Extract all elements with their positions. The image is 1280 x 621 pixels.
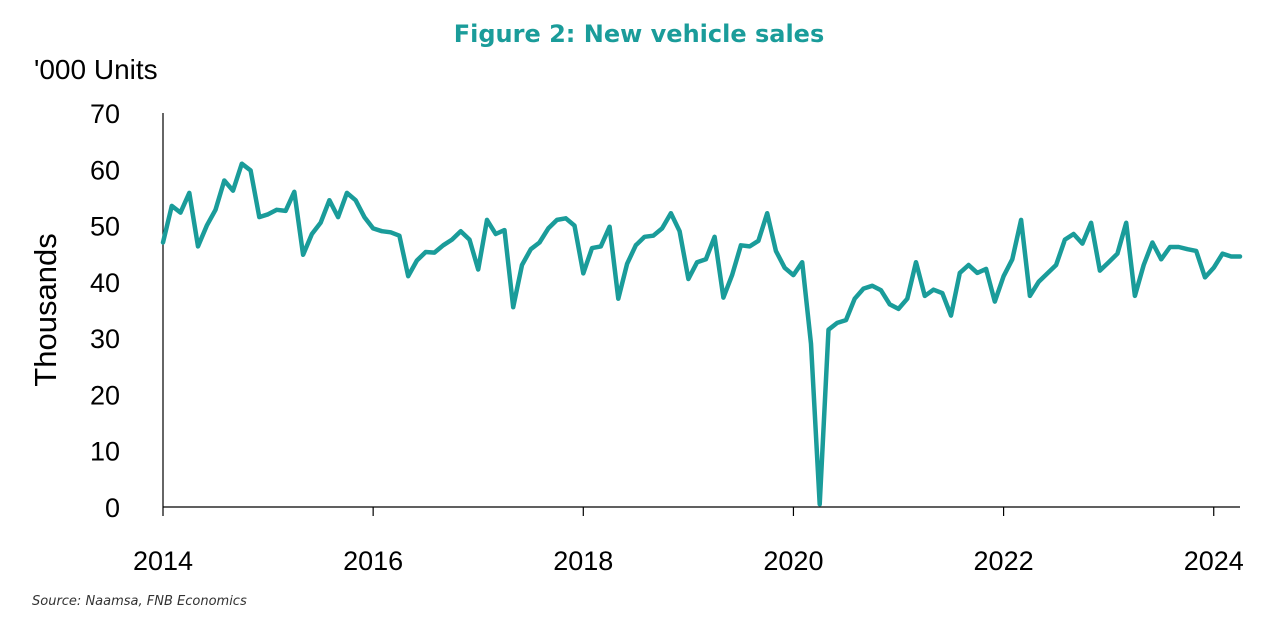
y-tick-label: 0 bbox=[105, 493, 120, 523]
unit-label: '000 Units bbox=[34, 54, 158, 85]
y-tick-label: 40 bbox=[90, 268, 120, 298]
x-axis-ticks: 2014 2016 2018 2020 2022 2024 bbox=[133, 546, 1244, 576]
x-axis-tickmarks bbox=[162, 507, 1215, 516]
y-tick-label: 70 bbox=[90, 99, 120, 129]
source-note: Source: Naamsa, FNB Economics bbox=[32, 594, 247, 609]
x-tick-label: 2020 bbox=[763, 546, 823, 576]
y-tick-label: 60 bbox=[90, 155, 120, 185]
y-tick-label: 30 bbox=[90, 324, 120, 354]
y-tick-label: 20 bbox=[90, 380, 120, 410]
x-tick-label: 2022 bbox=[974, 546, 1034, 576]
x-tick-label: 2024 bbox=[1184, 546, 1244, 576]
y-tick-label: 50 bbox=[90, 212, 120, 242]
x-tick-label: 2016 bbox=[343, 546, 403, 576]
y-axis-label: Thousands bbox=[28, 233, 63, 386]
series-line bbox=[160, 161, 1243, 507]
y-tick-label: 10 bbox=[90, 437, 120, 467]
y-axis-ticks: 0 10 20 30 40 50 60 70 bbox=[90, 99, 120, 523]
x-tick-label: 2014 bbox=[133, 546, 193, 576]
x-tick-label: 2018 bbox=[553, 546, 613, 576]
chart-title: Figure 2: New vehicle sales bbox=[454, 20, 825, 48]
